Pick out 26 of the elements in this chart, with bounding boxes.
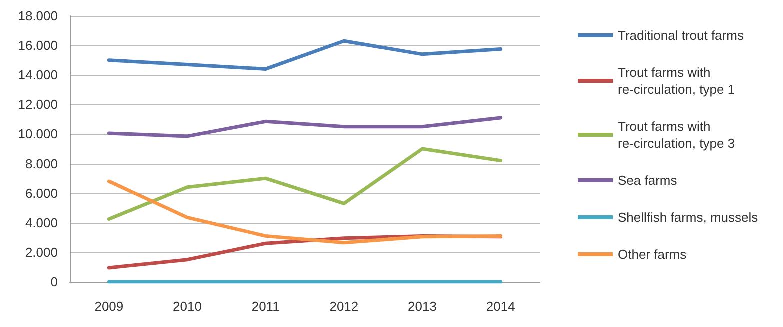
legend-label: Traditional trout farms bbox=[618, 28, 744, 43]
line-series bbox=[107, 116, 503, 138]
legend-label: Sea farms bbox=[618, 173, 678, 188]
legend-label: Trout farms with re-circulation, type 3 bbox=[618, 119, 736, 151]
x-tick-label: 2013 bbox=[408, 299, 437, 314]
x-tick-label: 2009 bbox=[94, 299, 124, 314]
legend-label: Trout farms with re-circulation, type 1 bbox=[618, 65, 736, 97]
y-tick-label: 2.000 bbox=[25, 244, 58, 260]
y-tick-label: 4.000 bbox=[25, 215, 58, 230]
legend-label: Other farms bbox=[618, 247, 688, 262]
line-series bbox=[107, 39, 503, 71]
legend-label: Shellfish farms, mussels bbox=[618, 210, 759, 225]
line-series bbox=[107, 180, 503, 245]
y-tick-label: 16.000 bbox=[18, 38, 58, 54]
x-tick-label: 2014 bbox=[486, 299, 516, 314]
y-tick-label: 14.000 bbox=[18, 68, 58, 83]
y-tick-label: 18.000 bbox=[18, 8, 58, 24]
x-tick-label: 2010 bbox=[173, 299, 202, 314]
x-tick-label: 2011 bbox=[252, 299, 280, 314]
line-series bbox=[107, 147, 503, 221]
y-tick-label: 8.000 bbox=[25, 156, 58, 172]
x-tick-label: 2012 bbox=[330, 299, 359, 314]
y-tick-label: 6.000 bbox=[25, 186, 58, 201]
y-tick-label: 0 bbox=[50, 274, 58, 290]
y-tick-label: 12.000 bbox=[18, 97, 58, 112]
y-tick-label: 10.000 bbox=[18, 126, 58, 142]
